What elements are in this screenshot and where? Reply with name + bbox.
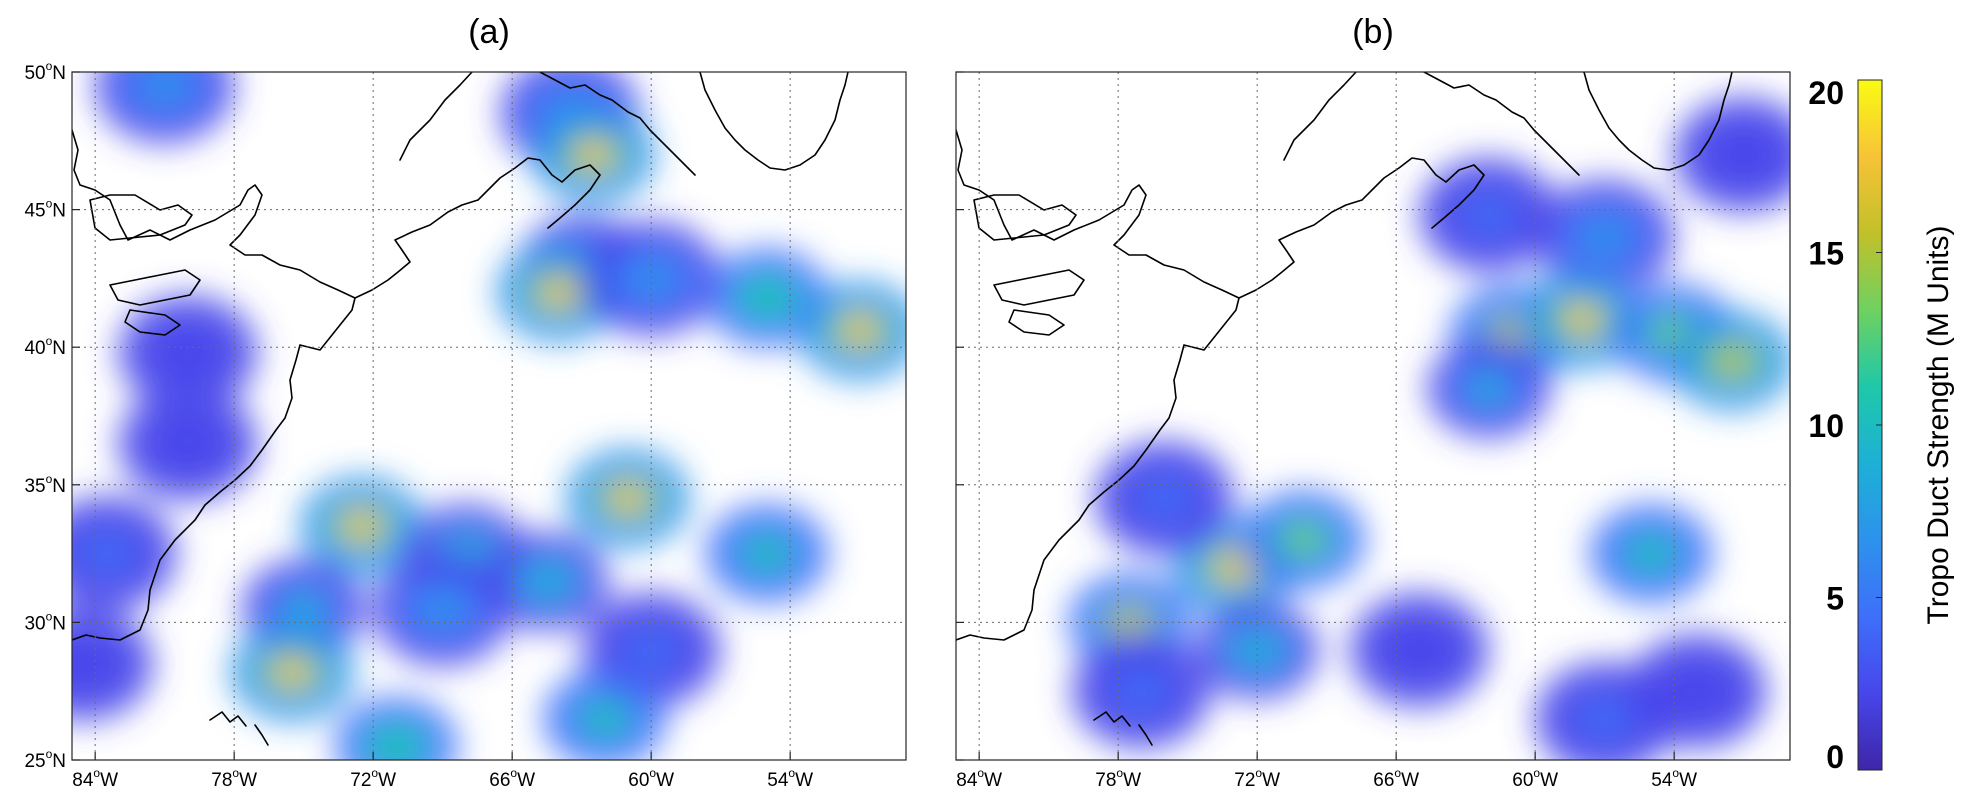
duct-strength-field-b bbox=[1067, 96, 1790, 760]
x-tick-label: 78oW bbox=[1095, 766, 1141, 791]
colorbar-tick-label: 5 bbox=[1826, 581, 1844, 617]
field-blob-core bbox=[608, 484, 648, 513]
field-blob-core bbox=[82, 536, 131, 572]
field-blob-core bbox=[341, 511, 382, 541]
field-blob-core bbox=[1214, 552, 1254, 582]
coastline-b bbox=[956, 72, 1733, 746]
x-tick-label: 72oW bbox=[350, 766, 396, 791]
map-panel-a: (a) 84oW 78oW 72oW 66oW 60oW 54oW 50oN 45oN 40o… bbox=[24, 13, 907, 791]
field-blob-core bbox=[1673, 673, 1722, 709]
field-blob-core bbox=[1283, 525, 1324, 555]
colorbar-tick-label: 10 bbox=[1808, 408, 1844, 444]
colorbar-tick-label: 15 bbox=[1808, 236, 1844, 272]
field-blob-core bbox=[1140, 480, 1189, 517]
field-blob-core bbox=[527, 566, 567, 596]
field-blob-core bbox=[163, 425, 213, 462]
panel-title-a: (a) bbox=[468, 13, 510, 51]
field-blob-core bbox=[72, 646, 108, 682]
x-tick-label: 54oW bbox=[767, 766, 813, 791]
field-blob-core bbox=[1464, 197, 1514, 233]
field-blob-core bbox=[538, 277, 579, 307]
field-blob-core bbox=[1109, 608, 1150, 637]
map-panel-b: (b) 84oW 78oW 72oW 66oW 60oW 54oW bbox=[955, 13, 1791, 791]
y-tick-label: 30oN bbox=[24, 609, 66, 634]
y-tick-label: 50oN bbox=[24, 59, 66, 84]
field-blob-core bbox=[283, 594, 324, 624]
map-frame-b bbox=[955, 71, 1791, 761]
field-blob-core bbox=[418, 591, 467, 627]
x-tick-label: 84oW bbox=[72, 766, 118, 791]
field-blob-core bbox=[1580, 701, 1629, 737]
x-tick-labels-b: 84oW 78oW 72oW 66oW 60oW 54oW bbox=[956, 766, 1697, 791]
field-blob-core bbox=[1631, 539, 1671, 568]
x-tick-label: 54oW bbox=[1651, 766, 1697, 791]
panel-title-b: (b) bbox=[1352, 13, 1394, 51]
field-blob-core bbox=[1561, 305, 1602, 335]
x-tick-label: 60oW bbox=[628, 766, 674, 791]
colorbar-tick-label: 0 bbox=[1826, 739, 1844, 775]
x-tick-label: 66oW bbox=[1373, 766, 1419, 791]
x-tick-labels-a: 84oW 78oW 72oW 66oW 60oW 54oW bbox=[72, 766, 813, 791]
field-blob-core bbox=[1469, 374, 1509, 403]
x-tick-label: 60oW bbox=[1512, 766, 1558, 791]
x-tick-label: 78oW bbox=[211, 766, 257, 791]
field-blob-core bbox=[1117, 673, 1166, 709]
field-blob-core bbox=[376, 731, 417, 760]
field-blob-core bbox=[573, 140, 614, 169]
x-tick-label: 66oW bbox=[489, 766, 535, 791]
field-blob-core bbox=[585, 704, 625, 734]
field-blob-core bbox=[1580, 219, 1629, 255]
x-tick-label: 84oW bbox=[956, 766, 1002, 791]
field-blob-core bbox=[1712, 346, 1752, 376]
field-blob-core bbox=[747, 539, 787, 568]
colorbar: 0 5 10 15 20 Tropo Duct Strength (M Units) bbox=[1808, 75, 1955, 775]
y-tick-label: 40oN bbox=[24, 334, 66, 359]
y-tick-label: 25oN bbox=[24, 747, 66, 772]
colorbar-ticks: 0 5 10 15 20 bbox=[1808, 75, 1882, 775]
field-blob-core bbox=[1719, 136, 1768, 173]
colorbar-tick-label: 20 bbox=[1808, 75, 1844, 111]
field-blob-core bbox=[1395, 632, 1444, 668]
y-tick-labels-a: 50oN 45oN 40oN 35oN 30oN 25oN bbox=[24, 59, 66, 772]
colorbar-gradient bbox=[1857, 79, 1883, 771]
duct-strength-field-a bbox=[72, 72, 906, 760]
map-frame-a bbox=[71, 71, 907, 761]
field-blob-core bbox=[140, 72, 189, 104]
field-blob-core bbox=[747, 283, 787, 313]
y-tick-label: 35oN bbox=[24, 472, 66, 497]
x-tick-label: 72oW bbox=[1234, 766, 1280, 791]
field-blob-core bbox=[272, 657, 312, 687]
colorbar-label: Tropo Duct Strength (M Units) bbox=[1922, 225, 1955, 624]
y-tick-label: 45oN bbox=[24, 197, 66, 222]
field-blob-core bbox=[163, 335, 213, 371]
field-blob-core bbox=[626, 260, 676, 296]
field-blob-core bbox=[839, 316, 880, 346]
coastline-a bbox=[72, 72, 849, 746]
